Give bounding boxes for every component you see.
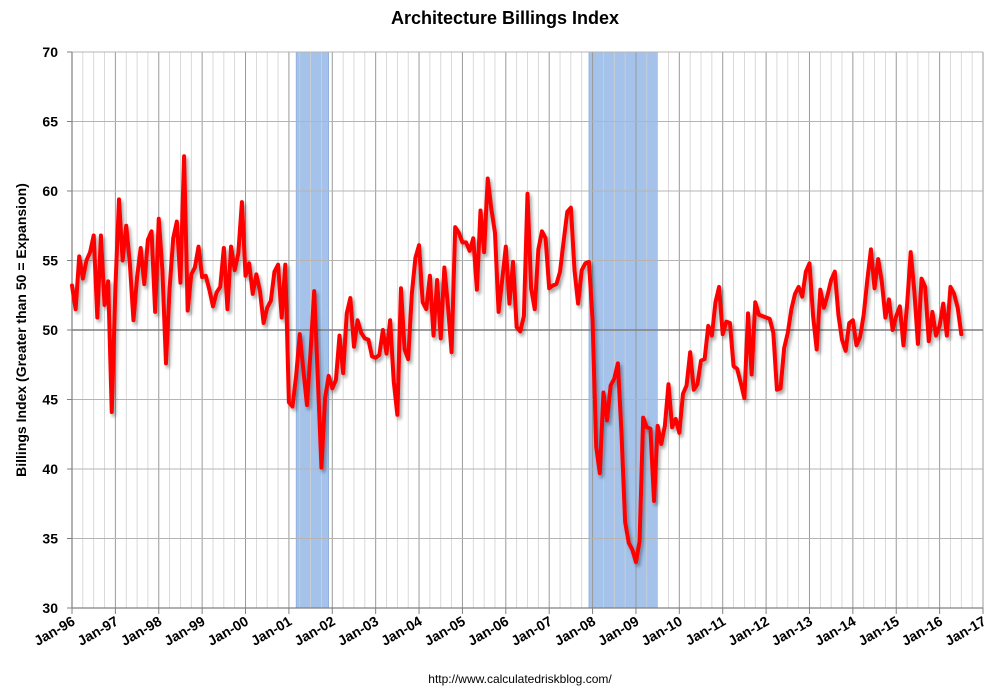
y-tick-label: 55 xyxy=(42,253,58,269)
x-tick-label: Jan-98 xyxy=(118,613,165,649)
abi-series-line xyxy=(70,154,964,565)
x-tick-label: Jan-17 xyxy=(942,613,989,649)
x-tick-label: Jan-16 xyxy=(899,613,946,649)
y-tick-label: 60 xyxy=(42,183,58,199)
y-tick-label: 30 xyxy=(42,600,58,616)
chart-title: Architecture Billings Index xyxy=(391,8,619,28)
x-tick-label: Jan-03 xyxy=(335,613,382,649)
x-tick-label: Jan-02 xyxy=(291,613,338,649)
x-tick-label: Jan-96 xyxy=(31,613,78,649)
y-tick-label: 45 xyxy=(42,392,58,408)
x-tick-label: Jan-97 xyxy=(74,613,121,649)
source-url: http://www.calculatedriskblog.com/ xyxy=(428,672,612,686)
x-tick-label: Jan-09 xyxy=(595,613,642,649)
x-tick-label: Jan-14 xyxy=(812,613,859,649)
y-tick-label: 50 xyxy=(42,322,58,338)
x-tick-label: Jan-05 xyxy=(422,613,469,649)
y-tick-label: 40 xyxy=(42,461,58,477)
x-tick-label: Jan-10 xyxy=(638,613,685,649)
y-axis-ticks: 30 35 40 45 50 55 60 65 70 xyxy=(42,44,72,616)
x-axis-ticks: Jan-96Jan-97Jan-98Jan-99Jan-00Jan-01Jan-… xyxy=(31,608,989,649)
x-tick-label: Jan-04 xyxy=(378,613,425,649)
y-axis-label: Billings Index (Greater than 50 = Expans… xyxy=(13,183,29,477)
x-tick-label: Jan-15 xyxy=(855,613,902,649)
x-tick-label: Jan-06 xyxy=(465,613,512,649)
y-tick-label: 65 xyxy=(42,114,58,130)
series-lines xyxy=(70,154,964,565)
y-tick-label: 70 xyxy=(42,44,58,60)
y-tick-label: 35 xyxy=(42,531,58,547)
x-tick-label: Jan-07 xyxy=(508,613,555,649)
x-tick-label: Jan-00 xyxy=(205,613,252,649)
x-tick-label: Jan-13 xyxy=(769,613,816,649)
x-axis xyxy=(71,52,983,609)
x-tick-label: Jan-11 xyxy=(682,613,728,649)
x-tick-label: Jan-99 xyxy=(161,613,208,649)
x-tick-label: Jan-08 xyxy=(552,613,599,649)
x-tick-label: Jan-12 xyxy=(725,613,772,649)
x-tick-label: Jan-01 xyxy=(248,613,295,649)
